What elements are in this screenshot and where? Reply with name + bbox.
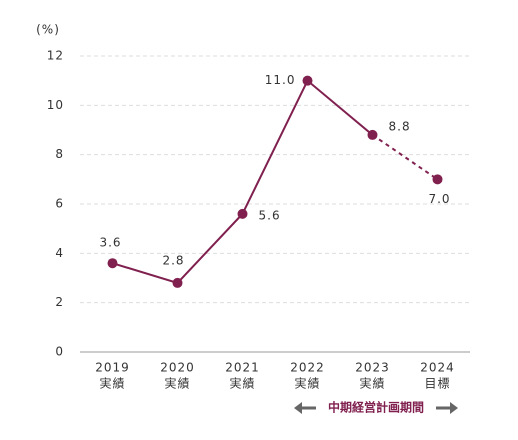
point: [237, 208, 248, 219]
x-tick-sublabel: 実績: [99, 376, 125, 391]
y-tick-label: 12: [47, 49, 64, 63]
x-tick-label: 2023: [355, 361, 390, 375]
y-unit-label: (%): [36, 23, 60, 37]
point: [367, 129, 378, 140]
x-tick-sublabel: 目標: [424, 377, 450, 391]
x-tick-sublabel: 実績: [164, 376, 190, 391]
value-label: 11.0: [265, 73, 296, 87]
x-tick-sublabel: 実績: [229, 376, 255, 391]
x-tick-label: 2020: [160, 361, 195, 375]
x-tick-sublabel: 実績: [294, 376, 320, 391]
value-label: 5.6: [259, 208, 281, 222]
y-tick-label: 4: [55, 246, 64, 260]
value-label: 2.8: [162, 253, 184, 267]
y-tick-label: 0: [55, 345, 64, 359]
point: [172, 277, 183, 288]
y-tick-label: 6: [55, 197, 64, 211]
point: [107, 258, 118, 269]
y-tick-label: 10: [47, 98, 64, 112]
x-tick-label: 2022: [290, 361, 325, 375]
annotation-arrows: [294, 402, 458, 414]
point: [432, 174, 443, 185]
line-dashed: [371, 134, 439, 181]
value-label: 7.0: [428, 192, 450, 206]
point: [302, 75, 313, 86]
arrow-head: [450, 402, 458, 414]
value-label: 3.6: [99, 236, 121, 250]
x-tick-label: 2021: [225, 361, 260, 375]
line: [112, 79, 374, 285]
value-label: 8.8: [389, 119, 411, 133]
y-tick-label: 8: [55, 147, 64, 161]
x-tick-label: 2019: [95, 361, 130, 375]
annotation: 中期経営計画期間: [328, 400, 424, 415]
x-tick-label: 2024: [420, 361, 455, 375]
arrow-head: [294, 402, 302, 414]
y-tick-label: 2: [55, 295, 64, 309]
x-tick-sublabel: 実績: [359, 376, 385, 391]
